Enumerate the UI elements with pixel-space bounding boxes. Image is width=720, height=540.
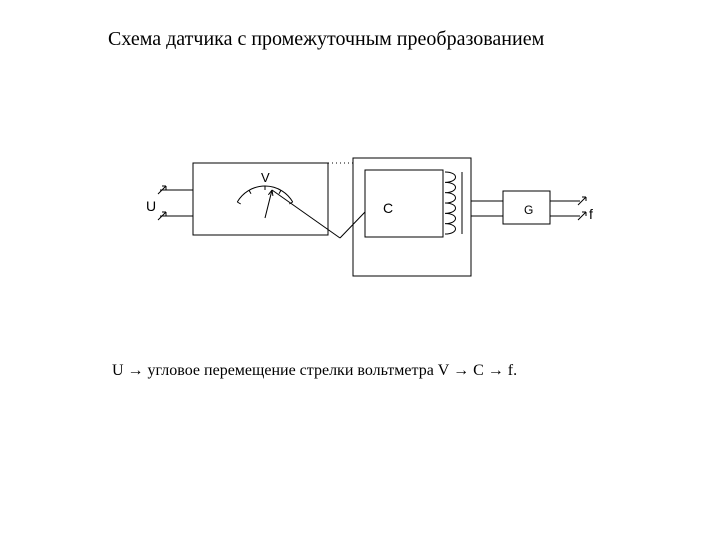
circuit-diagram xyxy=(0,0,720,540)
